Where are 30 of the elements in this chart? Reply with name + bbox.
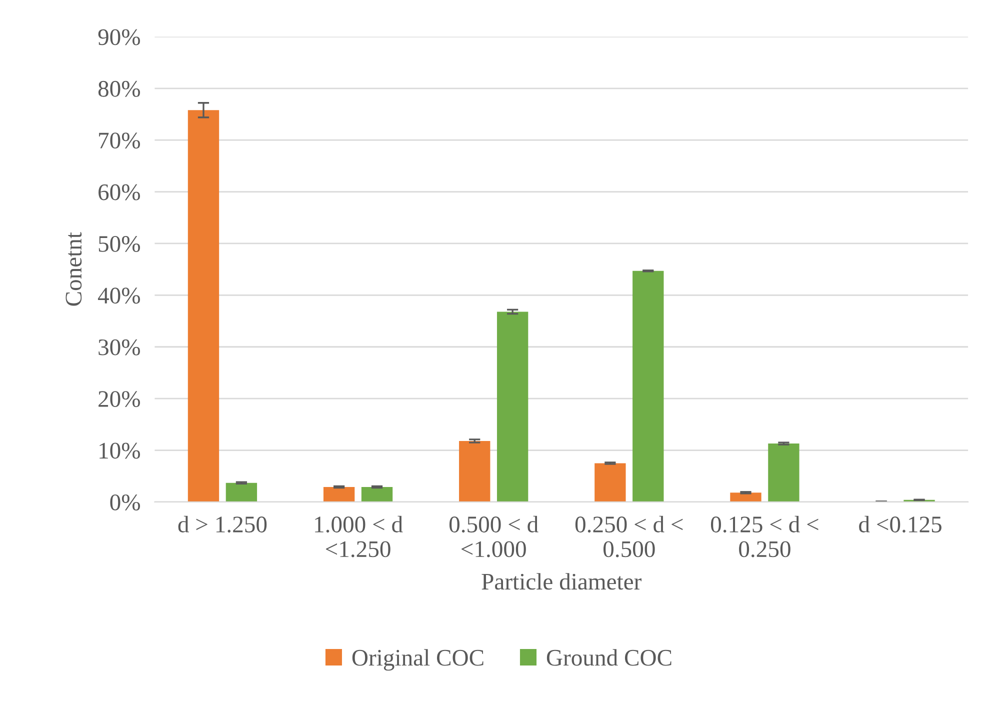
x-tick-label: 0.500 < d <1.000: [449, 516, 538, 558]
y-tick-label: 60%: [98, 184, 140, 200]
y-tick-label: 90%: [98, 29, 140, 46]
bar: [226, 482, 258, 502]
x-tick-label: d > 1.250: [178, 516, 267, 533]
bar: [730, 492, 762, 502]
bar: [323, 486, 355, 502]
y-axis-title: Conetnt: [66, 232, 82, 306]
legend-label: Ground COC: [546, 649, 672, 666]
bar: [459, 440, 490, 502]
x-tick-label: 0.125 < d < 0.250: [710, 516, 818, 558]
y-tick-label: 30%: [98, 339, 140, 356]
bar: [594, 463, 626, 502]
bar: [188, 110, 220, 502]
bar: [496, 312, 528, 502]
x-tick-label: d <0.125: [859, 516, 942, 533]
x-tick-label: 0.250 < d < 0.500: [575, 516, 683, 558]
y-tick-label: 80%: [98, 80, 140, 97]
y-tick-label: 70%: [99, 132, 140, 149]
bar: [361, 486, 393, 502]
y-tick-label: 20%: [98, 391, 140, 408]
legend-label: Original COC: [352, 649, 484, 671]
y-tick-label: 40%: [98, 288, 140, 304]
y-tick-label: 50%: [98, 236, 140, 252]
y-tick-label: 10%: [100, 442, 140, 459]
y-tick-label: 0%: [110, 494, 140, 510]
bar: [768, 444, 800, 502]
x-tick-label: 1.000 < d <1.250: [315, 516, 403, 558]
bar: [632, 270, 664, 502]
x-axis-title: Particle diameter: [482, 573, 642, 590]
